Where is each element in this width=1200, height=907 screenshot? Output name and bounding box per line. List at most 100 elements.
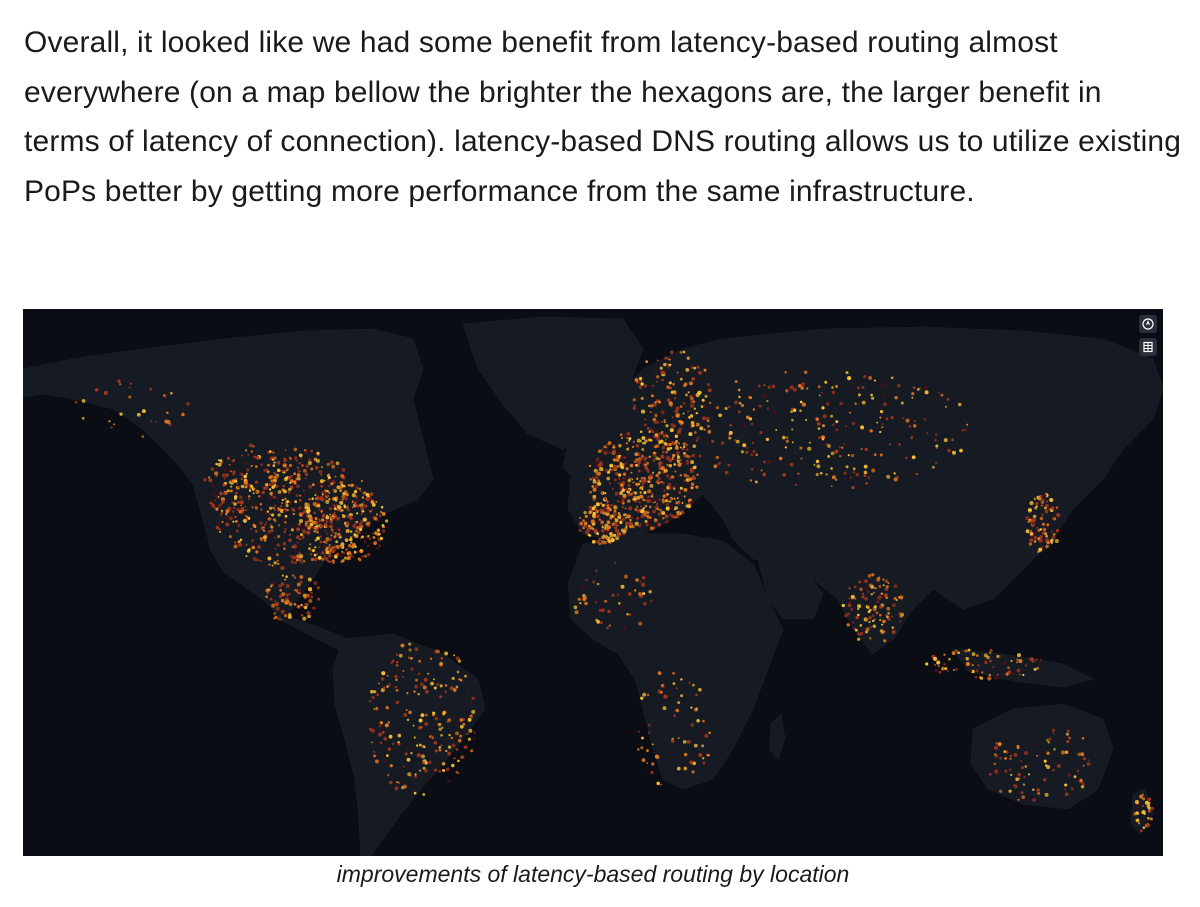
hexagon-cell [691,393,695,397]
hexagon-cell [277,535,281,539]
hexagon-cell [431,737,434,740]
hexagon-cell [873,605,877,609]
hexagon-cell [694,431,697,434]
hexagon-cell [299,494,302,497]
hexagon-cell [299,520,302,523]
hexagon-cell [254,480,259,484]
hexagon-cell [970,661,974,665]
hexagon-cell [857,607,860,611]
hexagon-cell [964,649,968,653]
hexagon-cell [641,576,646,580]
hexagon-cell [1030,529,1033,532]
hexagon-cell [988,673,992,677]
hexagon-cell [890,376,894,380]
hexagon-cell [871,396,875,400]
hexagon-cell [708,731,711,735]
hexagon-cell [341,483,344,487]
hexagon-cell [851,421,855,425]
hexagon-cell [605,468,609,473]
hexagon-cell [680,694,684,698]
hexagon-cell [277,524,281,527]
hexagon-cell [657,471,661,475]
hexagon-cell [301,507,304,511]
hexagon-cell [1020,791,1024,795]
hexagon-cell [640,696,644,700]
hexagon-cell [1016,744,1020,748]
hexagon-cell [728,436,732,440]
hexagon-cell [247,495,251,498]
hexagon-cell [606,448,609,451]
data-table-button[interactable] [1139,338,1157,356]
hexagon-cell [378,732,383,737]
hexagon-cell [1055,506,1059,509]
latency-map[interactable] [23,309,1163,856]
hexagon-cell [287,491,291,494]
hexagon-cell [882,394,886,397]
hexagon-cell [752,408,756,411]
hexagon-cell [821,391,824,394]
hexagon-cell [655,380,658,383]
hexagon-cell [456,721,460,725]
hexagon-cell [757,384,761,388]
hexagon-cell [873,379,877,382]
hexagon-cell [250,528,252,530]
hexagon-cell [639,440,642,443]
hexagon-cell [856,613,860,617]
hexagon-cell [327,473,330,476]
hexagon-cell [835,420,839,424]
hexagon-cell [923,418,927,421]
hexagon-cell [602,534,606,537]
hexagon-cell [406,718,410,722]
hexagon-cell [748,417,753,421]
hexagon-cell [397,742,401,746]
hexagon-cell [702,719,705,723]
hexagon-cell [1021,766,1025,770]
hexagon-cell [662,445,666,449]
hexagon-cell [228,535,232,539]
hexagon-cell [416,753,421,758]
hexagon-cell [847,603,852,608]
compass-button[interactable] [1139,315,1157,333]
hexagon-cell [394,674,398,679]
land-north-america [23,328,434,615]
hexagon-cell [353,490,358,494]
hexagon-cell [333,504,337,508]
hexagon-cell [433,768,437,772]
hexagon-cell [831,390,836,395]
hexagon-cell [375,709,379,713]
hexagon-cell [459,734,463,738]
hexagon-cell [297,469,301,473]
hexagon-cell [653,518,657,521]
hexagon-cell [696,473,699,476]
hexagon-cell [374,759,379,764]
hexagon-cell [344,538,349,543]
hexagon-cell [645,467,649,471]
hexagon-cell [623,574,628,579]
hexagon-cell [325,541,328,545]
hexagon-cell [650,404,654,408]
hexagon-cell [601,492,604,495]
hexagon-cell [314,607,318,611]
hexagon-cell [911,396,914,399]
hexagon-cell [797,383,802,388]
hexagon-cell [362,555,365,558]
hexagon-cell [360,506,365,511]
hexagon-cell [293,576,297,579]
hexagon-cell [621,505,625,509]
hexagon-cell [760,469,763,472]
hexagon-cell [268,450,272,453]
hexagon-cell [897,384,901,388]
hexagon-cell [894,395,898,400]
hexagon-cell [229,479,233,482]
hexagon-cell [690,460,695,465]
hexagon-cell [1147,816,1150,820]
hexagon-cell [440,744,443,747]
hexagon-cell [320,473,323,477]
hexagon-cell [675,708,680,713]
hexagon-cell [678,419,683,424]
hexagon-cell [952,450,956,455]
hexagon-cell [663,489,666,492]
hexagon-cell [683,473,688,478]
hexagon-cell [363,493,366,496]
hexagon-cell [591,514,596,518]
